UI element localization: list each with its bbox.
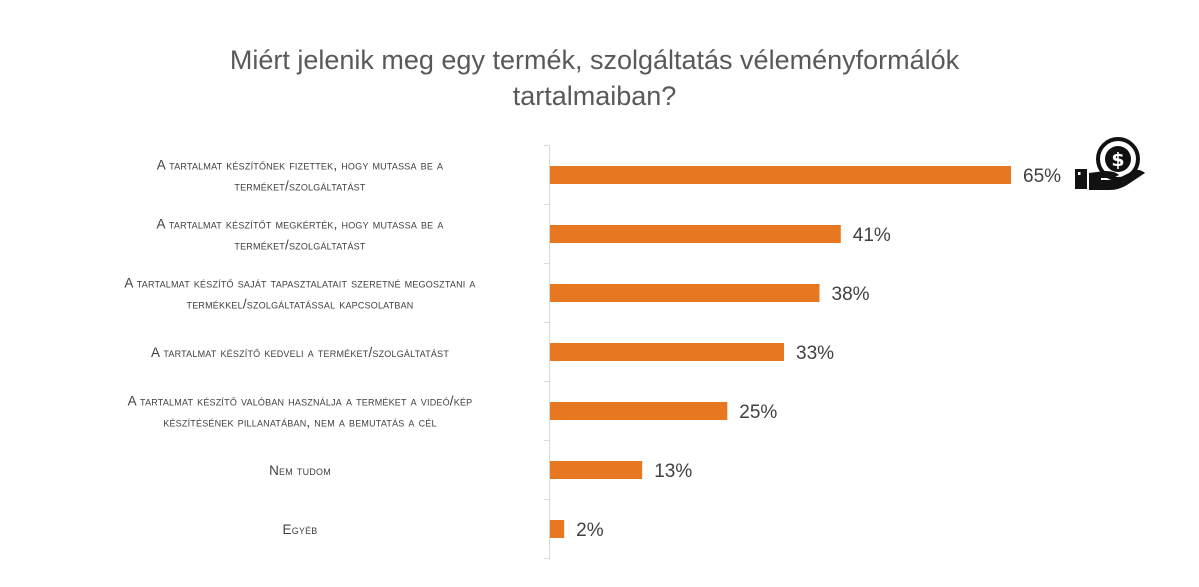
category-label-1: A tartalmat készítőt megkérték, hogy mut… — [156, 217, 443, 253]
category-label-0-line-0: A tartalmat készítőnek fizettek, hogy mu… — [157, 158, 443, 173]
category-label-3: A tartalmat készítő kedveli a terméket/s… — [151, 345, 449, 360]
category-label-2: A tartalmat készítő saját tapasztalatait… — [124, 276, 475, 312]
category-label-3-line-0: A tartalmat készítő kedveli a terméket/s… — [151, 345, 449, 360]
hand-holding-money-icon: $ — [1075, 137, 1145, 190]
category-label-4-line-0: A tartalmat készítő valóban használja a … — [128, 394, 473, 409]
category-label-2-line-1: termékkel/szolgáltatással kapcsolatban — [187, 297, 414, 312]
bar-4 — [550, 402, 728, 420]
category-labels: A tartalmat készítőnek fizettek, hogy mu… — [124, 158, 475, 538]
category-label-0: A tartalmat készítőnek fizettek, hogy mu… — [157, 158, 443, 194]
bar-5 — [550, 461, 643, 479]
value-label-1: 41% — [853, 225, 891, 246]
category-label-6: Egyéb — [282, 522, 317, 537]
category-label-0-line-1: terméket/szolgáltatást — [234, 179, 365, 194]
svg-text:$: $ — [1111, 149, 1124, 171]
bar-6 — [550, 520, 565, 538]
bar-1 — [550, 225, 841, 243]
bars-group — [550, 166, 1011, 538]
bar-2 — [550, 284, 820, 302]
value-label-6: 2% — [576, 520, 604, 541]
chart-title-line-2: tartalmaiban? — [512, 81, 677, 111]
chart-title-line-1: Miért jelenik meg egy termék, szolgáltat… — [229, 45, 960, 75]
category-axis-ticks — [544, 145, 550, 559]
category-label-5-line-0: Nem tudom — [269, 463, 331, 478]
value-label-0: 65% — [1023, 166, 1061, 187]
category-label-5: Nem tudom — [269, 463, 331, 478]
value-label-4: 25% — [739, 402, 777, 423]
value-label-5: 13% — [654, 461, 692, 482]
category-label-2-line-0: A tartalmat készítő saját tapasztalatait… — [124, 276, 475, 291]
category-label-1-line-0: A tartalmat készítőt megkérték, hogy mut… — [156, 217, 443, 232]
category-label-1-line-1: terméket/szolgáltatást — [234, 238, 365, 253]
category-label-6-line-0: Egyéb — [282, 522, 317, 537]
value-label-3: 33% — [796, 343, 834, 364]
bar-3 — [550, 343, 785, 361]
value-label-2: 38% — [832, 284, 870, 305]
chart-title: Miért jelenik meg egy termék, szolgáltat… — [0, 42, 1189, 114]
bar-0 — [550, 166, 1011, 184]
category-label-4-line-1: készítésének pillanatában, nem a bemutat… — [163, 415, 436, 430]
value-labels: 65% 41% 38% 33% 25% 13% 2% — [576, 166, 1061, 541]
category-label-4: A tartalmat készítő valóban használja a … — [128, 394, 473, 430]
